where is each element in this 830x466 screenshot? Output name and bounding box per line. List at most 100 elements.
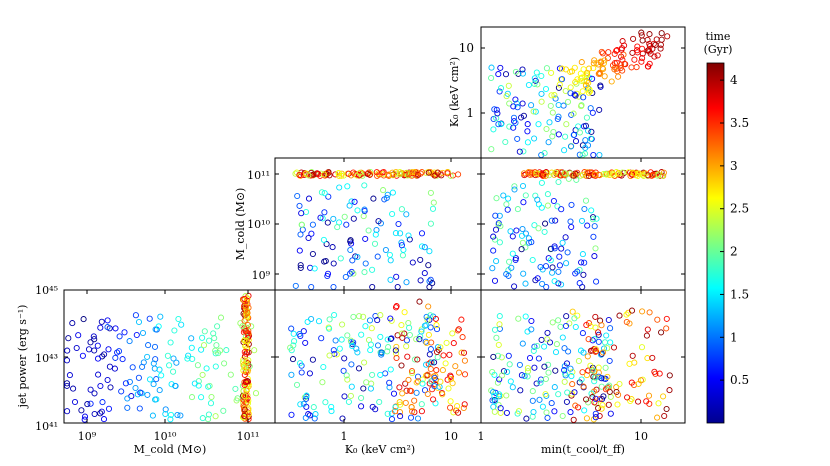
- scatter-point: [550, 128, 557, 136]
- scatter-point: [403, 337, 410, 344]
- scatter-point: [524, 373, 531, 380]
- scatter-point: [655, 400, 662, 407]
- scatter-point: [628, 64, 635, 71]
- scatter-point: [591, 399, 598, 406]
- scatter-point: [548, 92, 555, 99]
- scatter-point: [365, 227, 372, 234]
- scatter-point: [530, 108, 537, 115]
- scatter-point: [608, 78, 615, 85]
- scatter-point: [80, 316, 87, 323]
- scatter-point: [533, 380, 540, 387]
- scatter-point: [580, 349, 587, 356]
- scatter-point: [571, 389, 578, 396]
- scatter-point: [461, 371, 469, 378]
- scatter-point: [531, 169, 539, 176]
- scatter-point: [584, 69, 591, 76]
- scatter-point: [517, 387, 524, 394]
- scatter-point: [516, 361, 523, 368]
- scatter-point: [593, 278, 600, 285]
- scatter-point: [332, 171, 339, 178]
- scatter-point: [350, 215, 357, 222]
- scatter-point: [386, 384, 393, 391]
- scatter-point: [551, 278, 558, 285]
- scatter-point: [152, 356, 159, 363]
- scatter-point: [511, 186, 518, 193]
- scatter-point: [241, 381, 248, 389]
- scatter-point: [294, 192, 301, 200]
- xlabel-k0: K₀ (keV cm²): [345, 443, 415, 456]
- scatter-point: [418, 401, 425, 408]
- scatter-point: [461, 401, 468, 408]
- scatter-point: [596, 106, 603, 113]
- scatter-point: [528, 239, 535, 246]
- scatter-point: [579, 330, 586, 337]
- scatter-point: [603, 332, 610, 339]
- scatter-point: [310, 404, 317, 411]
- scatter-point: [598, 48, 605, 55]
- scatter-point: [599, 349, 607, 356]
- scatter-point: [398, 170, 405, 177]
- scatter-point: [496, 376, 503, 383]
- tick-x-tratio-1: 1: [478, 430, 485, 443]
- scatter-point: [85, 346, 93, 353]
- scatter-point: [637, 377, 644, 384]
- scatter-point: [548, 69, 555, 76]
- scatter-point: [556, 262, 563, 269]
- scatter-point: [561, 147, 568, 154]
- scatter-point: [514, 206, 521, 213]
- scatter-point: [552, 95, 559, 102]
- scatter-point: [567, 409, 574, 416]
- scatter-point: [384, 336, 391, 343]
- scatter-point: [94, 355, 102, 362]
- scatter-point: [429, 280, 436, 287]
- scatter-point: [545, 361, 552, 368]
- scatter-point: [336, 184, 343, 191]
- scatter-point: [584, 169, 591, 176]
- scatter-point: [644, 326, 651, 333]
- scatter-point: [551, 243, 558, 250]
- scatter-point: [105, 405, 113, 412]
- scatter-point: [627, 397, 634, 405]
- scatter-point: [307, 264, 314, 271]
- scatter-point: [631, 56, 638, 63]
- scatter-point: [70, 385, 77, 392]
- scatter-point: [97, 410, 104, 417]
- scatter-point: [324, 219, 331, 226]
- scatter-point: [534, 275, 541, 282]
- scatter-point: [299, 226, 306, 233]
- scatter-point: [398, 322, 405, 329]
- scatter-point: [384, 410, 391, 417]
- scatter-point: [561, 378, 568, 385]
- scatter-point: [220, 407, 227, 414]
- scatter-point: [398, 242, 405, 249]
- scatter-point: [311, 265, 318, 272]
- scatter-point: [296, 202, 303, 209]
- scatter-point: [521, 373, 528, 380]
- scatter-point: [384, 348, 391, 355]
- scatter-point: [87, 386, 94, 393]
- scatter-point: [491, 106, 498, 113]
- scatter-point: [628, 379, 635, 386]
- scatter-point: [445, 385, 452, 392]
- scatter-point: [556, 253, 563, 260]
- scatter-point: [387, 335, 394, 343]
- scatter-point: [489, 368, 496, 376]
- scatter-point: [239, 359, 247, 366]
- scatter-point: [512, 256, 519, 264]
- scatter-point: [104, 324, 111, 331]
- tick-mcold-1e10: 10¹⁰: [247, 218, 270, 231]
- scatter-point: [124, 395, 131, 402]
- scatter-point: [558, 281, 565, 288]
- scatter-point: [542, 220, 549, 227]
- scatter-point: [529, 397, 536, 404]
- scatter-point: [425, 303, 432, 310]
- scatter-point: [538, 98, 545, 105]
- scatter-point: [638, 344, 646, 351]
- scatter-point: [312, 411, 319, 418]
- scatter-point: [341, 213, 348, 220]
- scatter-point: [424, 390, 431, 398]
- scatter-point: [303, 395, 310, 402]
- scatter-point: [122, 380, 129, 387]
- scatter-point: [401, 309, 408, 316]
- scatter-point: [488, 387, 495, 394]
